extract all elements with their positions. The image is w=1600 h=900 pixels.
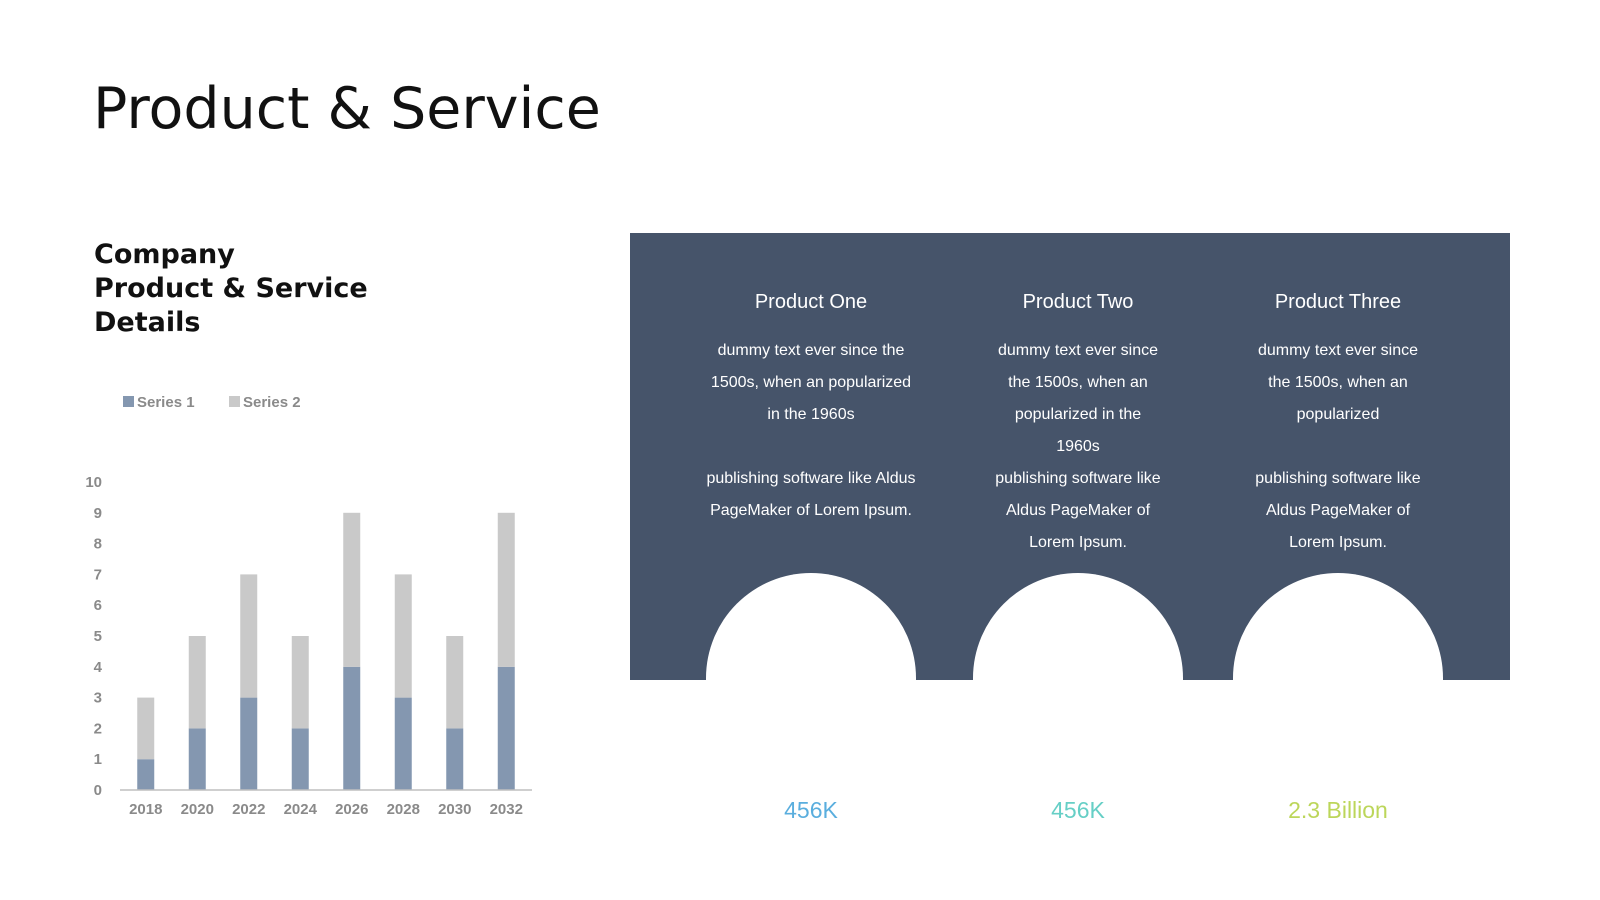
arch-cutout-1: [706, 573, 916, 680]
product-description-text: dummy text ever since the 1500s, when an…: [997, 342, 1159, 455]
x-tick-label: 2018: [129, 801, 162, 818]
product-title: Product Three: [1274, 291, 1402, 313]
x-tick-label: 2032: [490, 801, 523, 818]
product-description: dummy text ever since the 1500s, when an…: [706, 335, 916, 527]
y-tick-label: 5: [94, 628, 102, 645]
legend-swatch: [229, 396, 240, 407]
page-title: Product & Service: [93, 76, 601, 142]
legend-label: Series 1: [137, 394, 195, 411]
y-tick-label: 0: [94, 782, 102, 799]
bar-2: [497, 512, 515, 667]
y-tick-label: 4: [94, 659, 103, 676]
y-tick-label: 2: [94, 720, 102, 737]
stacked-bar-chart: Series 1 Series 2 0 1 2 3 4 5 6 7 8 9 10 2018 2020 2022…: [85, 394, 532, 818]
x-tick-label: 2026: [335, 801, 368, 818]
y-tick-label: 3: [94, 690, 102, 707]
arch-cutout-2: [973, 573, 1183, 680]
bar-1: [446, 728, 464, 790]
arch-cutout-3: [1233, 573, 1443, 680]
bar-2: [188, 636, 206, 729]
x-tick-label: 2024: [284, 801, 318, 818]
x-tick-label: 2020: [181, 801, 214, 818]
y-tick-label: 7: [94, 566, 102, 583]
product-description-text: dummy text ever since the 1500s, when an…: [1257, 342, 1419, 423]
y-tick-label: 6: [94, 597, 102, 614]
bar-1: [394, 697, 412, 790]
subtitle-line-1: Company: [94, 239, 235, 270]
bar-1: [240, 697, 258, 790]
y-tick-label: 1: [94, 751, 102, 768]
product-description: dummy text ever since the 1500s, when an…: [993, 335, 1163, 559]
bar-2: [291, 636, 309, 729]
bar-2: [240, 574, 258, 698]
y-tick-label: 8: [94, 536, 102, 553]
product-column-3: Product Three dummy text ever since the …: [1223, 289, 1453, 559]
bar-2: [137, 697, 155, 760]
y-tick-label: 9: [94, 505, 102, 522]
product-column-1: Product One dummy text ever since the 15…: [696, 289, 926, 527]
products-panel: Product One dummy text ever since the 15…: [630, 233, 1510, 680]
bar-1: [343, 666, 361, 790]
bar-2: [446, 636, 464, 729]
y-tick-label: 10: [85, 474, 102, 491]
product-description-text: publishing software like Aldus PageMaker…: [1255, 470, 1421, 551]
product-description-text: dummy text ever since the 1500s, when an…: [710, 342, 912, 423]
product-description: dummy text ever since the 1500s, when an…: [1253, 335, 1423, 559]
x-tick-label: 2022: [232, 801, 265, 818]
bar-1: [137, 759, 155, 790]
product-title: Product Two: [1022, 291, 1134, 313]
bar-1: [497, 666, 515, 790]
product-description-text: publishing software like Aldus PageMaker…: [706, 470, 916, 519]
product-column-2: Product Two dummy text ever since the 15…: [963, 289, 1193, 559]
x-tick-label: 2028: [387, 801, 420, 818]
product-stat-1: 456K: [784, 797, 838, 823]
product-title: Product One: [754, 291, 868, 313]
product-stat-3: 2.3 Billion: [1288, 797, 1388, 823]
legend-label: Series 2: [243, 394, 301, 411]
section-subtitle: Company Product & Service Details: [94, 238, 368, 340]
legend-swatch: [123, 396, 134, 407]
product-description-text: publishing software like Aldus PageMaker…: [995, 470, 1161, 551]
product-stat-2: 456K: [1051, 797, 1105, 823]
bar-2: [394, 574, 412, 698]
bar-1: [291, 728, 309, 790]
bar-2: [343, 512, 361, 667]
subtitle-line-3: Details: [94, 307, 201, 338]
subtitle-line-2: Product & Service: [94, 273, 368, 304]
bar-1: [188, 728, 206, 790]
x-tick-label: 2030: [438, 801, 471, 818]
